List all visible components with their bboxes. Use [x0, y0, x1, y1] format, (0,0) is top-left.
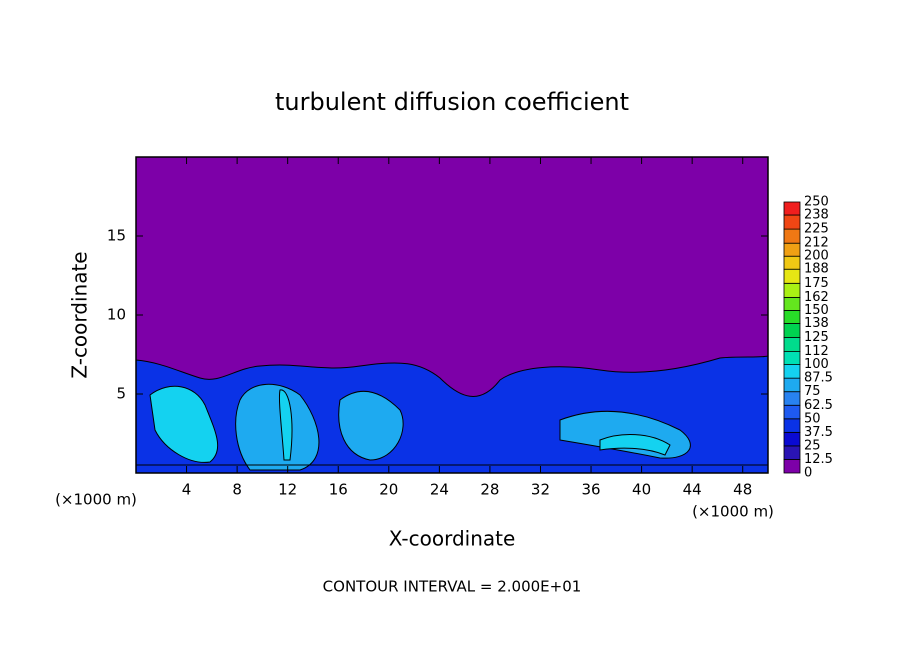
colorbar-label: 138 — [804, 316, 829, 331]
colorbar-box — [783, 282, 801, 298]
x-tick-label: 16 — [329, 481, 348, 499]
annotation: CONTOUR INTERVAL = 2.000E+01 — [323, 578, 582, 596]
colorbar-box — [783, 323, 801, 338]
colorbar-label: 87.5 — [804, 371, 833, 386]
colorbar-label: 125 — [804, 330, 829, 345]
colorbar-label: 238 — [804, 208, 829, 223]
colorbar-box — [783, 201, 801, 216]
colorbar-label: 0 — [804, 466, 812, 481]
colorbar-box — [783, 242, 801, 257]
x-tick-label: 24 — [430, 481, 449, 499]
colorbar-label: 162 — [804, 290, 829, 305]
colorbar-box — [783, 268, 801, 284]
colorbar-label: 225 — [804, 222, 829, 237]
colorbar-label: 100 — [804, 357, 829, 372]
x-tick-label: 40 — [632, 481, 651, 499]
colorbar-label: 25 — [804, 438, 821, 453]
colorbar-label: 62.5 — [804, 398, 833, 413]
x-tick-label: 48 — [733, 481, 752, 499]
colorbar-label: 37.5 — [804, 425, 833, 440]
x-tick-label: 44 — [683, 481, 702, 499]
colorbar-box — [783, 351, 801, 366]
x-unit-label: (×1000 m) — [692, 503, 774, 521]
y-axis-label: Z-coordinate — [68, 251, 92, 378]
x-tick-label: 32 — [531, 481, 550, 499]
x-unit-label: (×1000 m) — [55, 491, 137, 509]
colorbar-box — [783, 431, 801, 447]
colorbar-box — [783, 377, 801, 393]
y-tick-label: 15 — [107, 227, 126, 245]
colorbar-label: 75 — [804, 384, 821, 399]
colorbar-box — [783, 309, 801, 324]
x-tick-label: 12 — [278, 481, 297, 499]
x-tick-label: 4 — [182, 481, 192, 499]
field — [135, 157, 769, 474]
colorbar-box — [783, 296, 801, 311]
colorbar-box — [783, 459, 801, 474]
colorbar-box — [783, 214, 801, 230]
chart-title: turbulent diffusion coefficient — [275, 88, 629, 116]
colorbar-label: 112 — [804, 344, 829, 359]
x-axis-label: X-coordinate — [389, 527, 516, 551]
colorbar-label: 175 — [804, 276, 829, 291]
colorbar-box — [783, 445, 801, 460]
colorbar-box — [783, 391, 801, 406]
colorbar-box — [783, 228, 801, 244]
colorbar-label: 150 — [804, 303, 829, 318]
colorbar-box — [783, 337, 801, 352]
y-tick-label: 10 — [107, 306, 126, 324]
x-tick-label: 20 — [379, 481, 398, 499]
colorbar-label: 188 — [804, 262, 829, 277]
colorbar-label: 50 — [804, 411, 821, 426]
field-region — [235, 383, 691, 471]
field-region — [149, 385, 671, 463]
x-tick-label: 36 — [581, 481, 600, 499]
colorbar-label: 212 — [804, 236, 829, 251]
colorbar-box — [783, 418, 801, 433]
colorbar-box — [783, 364, 801, 379]
colorbar-label: 250 — [804, 195, 829, 210]
colorbar-box — [783, 404, 801, 420]
colorbar-label: 12.5 — [804, 452, 833, 467]
x-tick-label: 28 — [480, 481, 499, 499]
colorbar-label: 200 — [804, 249, 829, 264]
y-tick-label: 5 — [116, 385, 126, 403]
x-tick-label: 8 — [232, 481, 242, 499]
colorbar-box — [783, 255, 801, 270]
